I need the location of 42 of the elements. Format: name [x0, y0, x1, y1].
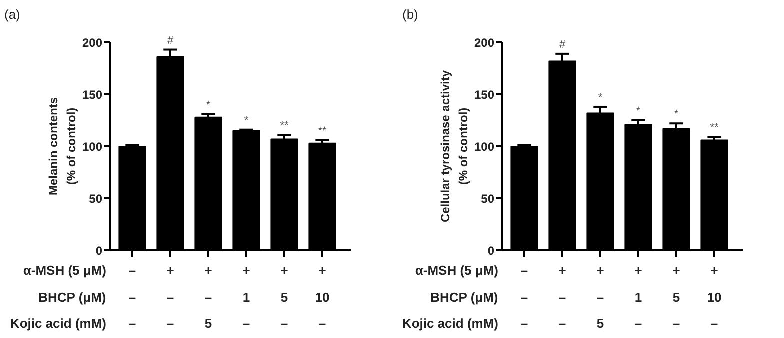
x-tick-label: – – –	[520, 263, 528, 331]
y-tick-label: 100	[82, 140, 103, 154]
data-label: **	[280, 120, 290, 132]
chart-title: (a)	[4, 7, 20, 22]
data-label: **	[710, 122, 720, 134]
data-label: **	[318, 125, 328, 138]
chart-title: (b)	[402, 7, 418, 22]
x-tick-label: + – 5	[596, 263, 605, 331]
y-tick-label: 150	[82, 88, 103, 102]
text: α-MSH (5 μM)	[23, 263, 107, 278]
x-tick-label: + 10 –	[707, 263, 722, 331]
data-label: *	[674, 108, 680, 121]
x-tick-label: + – 5	[204, 263, 213, 331]
text: BHCP (μM)	[430, 290, 498, 305]
x-tick-label: + 1 –	[242, 263, 251, 331]
y-axis-title: Melanin contents (% of control)	[46, 97, 79, 196]
data-label: *	[206, 99, 212, 112]
text: Kojic acid (mM)	[10, 316, 107, 331]
data-label: *	[244, 114, 250, 127]
y-tick-label: 200	[474, 36, 495, 50]
text: Kojic acid (mM)	[402, 316, 499, 331]
data-label: #	[167, 34, 174, 47]
x-tick-label: + – –	[558, 263, 567, 331]
y-tick-label: 100	[474, 140, 495, 154]
y-tick-label: 50	[89, 192, 103, 206]
x-tick-label: + 5 –	[672, 263, 681, 331]
x-tick-label: + 1 –	[634, 263, 643, 331]
data-label: #	[559, 38, 566, 51]
x-tick-label: + – –	[166, 263, 175, 331]
y-tick-label: 200	[82, 36, 103, 50]
x-tick-label: + 10 –	[315, 263, 330, 331]
data-label: *	[598, 92, 604, 104]
x-tick-label: – – –	[128, 263, 136, 331]
y-tick-label: 50	[481, 192, 495, 206]
y-tick-label: 150	[474, 88, 495, 102]
y-tick-label: 0	[96, 244, 103, 258]
y-axis-title: Cellular tyrosinase activity (% of control)	[438, 70, 471, 223]
text: α-MSH (5 μM)	[415, 263, 499, 278]
data-label: *	[636, 106, 642, 118]
y-tick-label: 0	[488, 244, 495, 258]
text: BHCP (μM)	[38, 290, 106, 305]
x-tick-label: + 5 –	[280, 263, 289, 331]
